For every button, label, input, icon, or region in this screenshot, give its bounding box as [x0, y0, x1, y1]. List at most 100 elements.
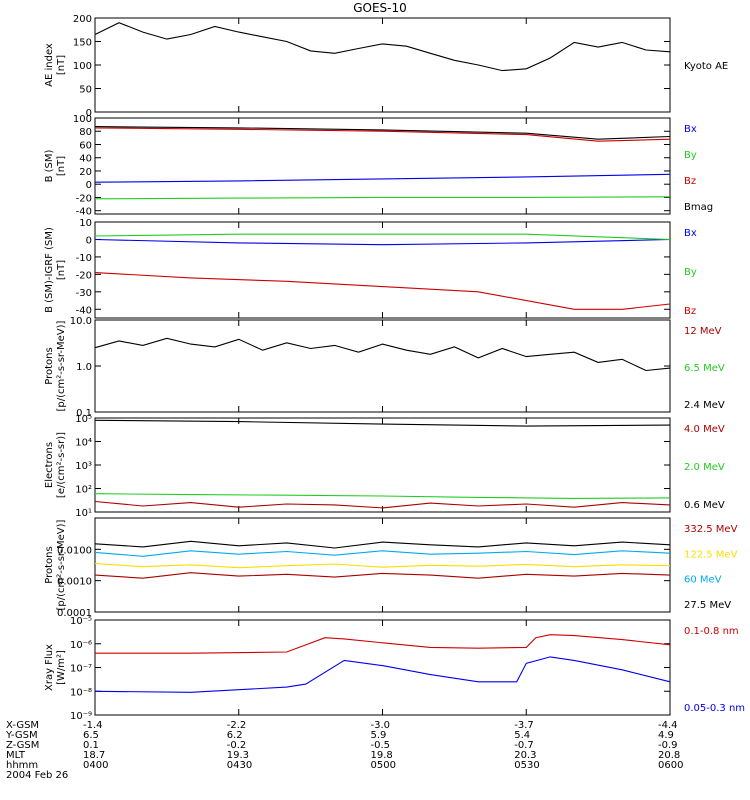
y-axis-label: Electrons	[44, 442, 55, 488]
y-axis-label: [p/(cm²-s-sr-MeV)]	[56, 519, 67, 610]
xaxis-tick-value: 6.2	[227, 730, 243, 741]
legend-entry: 4.0 MeV	[684, 424, 725, 435]
xaxis-tick-value: -0.9	[658, 740, 678, 751]
y-tick-label: 60	[79, 140, 92, 151]
y-tick-label: 0	[86, 180, 92, 191]
xaxis-tick-value: -2.2	[227, 720, 247, 731]
legend-entry: 12 MeV	[684, 326, 722, 337]
xaxis-tick-value: 19.8	[371, 750, 393, 761]
y-axis-label: B (SM)	[44, 149, 55, 182]
series-line	[94, 540, 671, 549]
y-tick-label: 1.0	[76, 362, 92, 373]
xaxis-tick-value: 0430	[227, 760, 252, 771]
y-tick-label: 80	[79, 127, 92, 138]
xaxis-row-label: X-GSM	[6, 720, 39, 731]
xaxis-row-label: Z-GSM	[6, 740, 39, 751]
y-tick-label: 10¹	[75, 508, 92, 519]
series-line	[94, 238, 671, 246]
xaxis-tick-value: -3.0	[371, 720, 391, 731]
y-tick-label: 0.0100	[57, 545, 92, 556]
legend-entry: 27.5 MeV	[684, 600, 731, 611]
y-axis-label: [nT]	[56, 156, 67, 176]
series-line	[94, 196, 671, 200]
xaxis-tick-value: 0400	[83, 760, 108, 771]
xaxis-tick-value: 0500	[371, 760, 396, 771]
y-axis-label: [W/m²]	[56, 650, 67, 685]
y-axis-label: [nT]	[56, 55, 67, 75]
xaxis-tick-value: 18.7	[83, 750, 105, 761]
y-tick-label: -40	[76, 207, 92, 218]
series-line	[94, 656, 671, 693]
date-label: 2004 Feb 26	[6, 770, 68, 781]
series-line	[94, 127, 671, 142]
y-tick-label: 100	[73, 61, 92, 72]
xaxis-row-label: hhmm	[6, 760, 38, 771]
series-line	[94, 563, 671, 569]
series-line	[94, 337, 671, 372]
legend-entry: By	[684, 267, 697, 278]
figure-title: GOES-10	[353, 1, 407, 15]
series-line	[94, 22, 671, 72]
xaxis-row-label: Y-GSM	[5, 730, 38, 741]
y-tick-label: 200	[73, 14, 92, 25]
legend-entry: Bx	[684, 124, 697, 135]
y-tick-label: 10⁻⁷	[70, 664, 92, 675]
legend-entry: By	[684, 150, 697, 161]
xaxis-tick-value: 20.8	[658, 750, 680, 761]
legend-entry: 332.5 MeV	[684, 524, 738, 535]
series-line	[94, 419, 671, 427]
y-tick-label: 10⁻⁵	[70, 616, 92, 627]
xaxis-tick-value: 0.1	[83, 740, 99, 751]
y-axis-label: Protons	[44, 546, 55, 583]
xaxis-tick-value: -4.4	[658, 720, 678, 731]
y-tick-label: 20	[79, 167, 92, 178]
xaxis-tick-value: 19.3	[227, 750, 249, 761]
y-tick-label: -40	[76, 305, 92, 316]
y-tick-label: 10⁻⁸	[70, 687, 92, 698]
y-tick-label: 10⁵	[75, 414, 92, 425]
y-tick-label: -20	[76, 270, 92, 281]
y-tick-label: 10.0	[70, 316, 92, 327]
legend-entry: Kyoto AE	[684, 61, 728, 72]
y-axis-label: AE index	[44, 43, 55, 87]
y-axis-label: [nT]	[56, 260, 67, 280]
y-tick-label: -20	[76, 193, 92, 204]
xaxis-tick-value: 0600	[658, 760, 683, 771]
legend-entry: Bz	[684, 176, 696, 187]
y-axis-label: [e/(cm²-s-sr)]	[56, 432, 67, 498]
y-tick-label: -10	[76, 253, 92, 264]
y-tick-label: 10⁻⁶	[70, 640, 92, 651]
series-line	[94, 126, 671, 140]
y-axis-label: [p/(cm²-s-sr-MeV)]	[56, 320, 67, 411]
series-line	[95, 634, 671, 654]
series-line	[94, 550, 671, 557]
panel-frame	[94, 619, 671, 716]
y-tick-label: -30	[76, 288, 92, 299]
xaxis-row-label: MLT	[6, 750, 26, 761]
xaxis-tick-value: 4.9	[658, 730, 674, 741]
xaxis-tick-value: -0.7	[514, 740, 534, 751]
y-axis-label: Xray Flux	[44, 644, 55, 691]
y-tick-label: 0.0001	[57, 608, 92, 619]
xaxis-tick-value: 20.3	[514, 750, 536, 761]
legend-entry: 2.0 MeV	[684, 462, 725, 473]
xaxis-tick-value: 0530	[514, 760, 539, 771]
panel-frame	[94, 319, 671, 413]
xaxis-tick-value: 6.5	[83, 730, 99, 741]
legend-entry: 0.6 MeV	[684, 500, 725, 511]
y-tick-label: 0.1	[76, 408, 92, 419]
legend-entry: 60 MeV	[684, 575, 722, 586]
series-line	[94, 233, 671, 241]
y-tick-label: 10⁴	[75, 438, 92, 449]
xaxis-tick-value: 5.4	[514, 730, 530, 741]
xaxis-tick-value: -3.7	[514, 720, 534, 731]
xaxis-tick-value: -0.2	[227, 740, 247, 751]
y-tick-label: 0.0010	[57, 577, 92, 588]
legend-entry: 122.5 MeV	[684, 549, 738, 560]
y-tick-label: 40	[79, 154, 92, 165]
y-tick-label: 0	[86, 235, 92, 246]
y-axis-label: Protons	[44, 347, 55, 384]
xaxis-tick-value: -1.4	[83, 720, 103, 731]
legend-entry: Bmag	[684, 202, 713, 213]
y-tick-label: 100	[73, 114, 92, 125]
